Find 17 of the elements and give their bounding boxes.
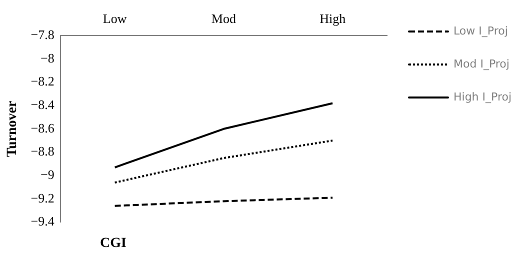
y-tick-label: −9.2 bbox=[30, 190, 54, 206]
y-tick-label: −8.8 bbox=[30, 144, 54, 159]
y-tick-label: −7.8 bbox=[30, 27, 54, 42]
x-tick-label: Mod bbox=[211, 11, 236, 26]
x-tick-label: Low bbox=[102, 11, 128, 26]
x-tick-label: High bbox=[320, 11, 346, 26]
y-axis-title: Turnover bbox=[5, 100, 20, 158]
y-tick-label: −9 bbox=[40, 166, 54, 182]
legend-label: High I_Proj bbox=[454, 90, 512, 104]
y-tick-label: −8 bbox=[40, 50, 54, 66]
y-tick-label: −8.2 bbox=[30, 74, 54, 89]
legend-label: Mod I_Proj bbox=[454, 57, 510, 70]
x-axis-title: CGI bbox=[100, 236, 126, 252]
y-tick-label: −9.4 bbox=[30, 214, 55, 229]
legend-label: Low I_Proj bbox=[454, 24, 508, 38]
y-tick-label: −8.4 bbox=[30, 96, 55, 112]
y-tick-label: −8.6 bbox=[30, 120, 55, 136]
